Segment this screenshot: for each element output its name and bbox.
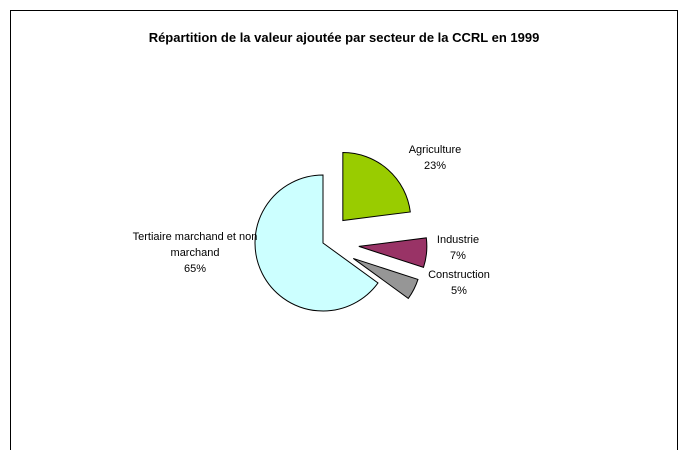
pie-slice (353, 257, 419, 300)
category-label: Industrie (436, 234, 480, 246)
category-label: Tertiaire marchand et non marchand (132, 231, 258, 259)
category-label: Agriculture (408, 144, 462, 156)
chart-title: Répartition de la valeur ajoutée par sec… (148, 30, 540, 45)
slice-label: Industrie 7% (410, 232, 506, 264)
category-label: Construction (428, 269, 490, 281)
pie-slice (342, 151, 411, 222)
value-label: 23% (423, 160, 447, 172)
slice-label: Agriculture 23% (385, 142, 485, 174)
chart-frame (10, 10, 678, 450)
value-label: 5% (451, 285, 467, 297)
value-label: 65% (183, 263, 207, 275)
value-label: 7% (450, 250, 466, 262)
pie-slice (254, 174, 379, 312)
pie-slice (358, 237, 428, 269)
slice-label: Tertiaire marchand et non marchand 65% (130, 229, 260, 277)
slice-label: Construction 5% (400, 267, 518, 299)
